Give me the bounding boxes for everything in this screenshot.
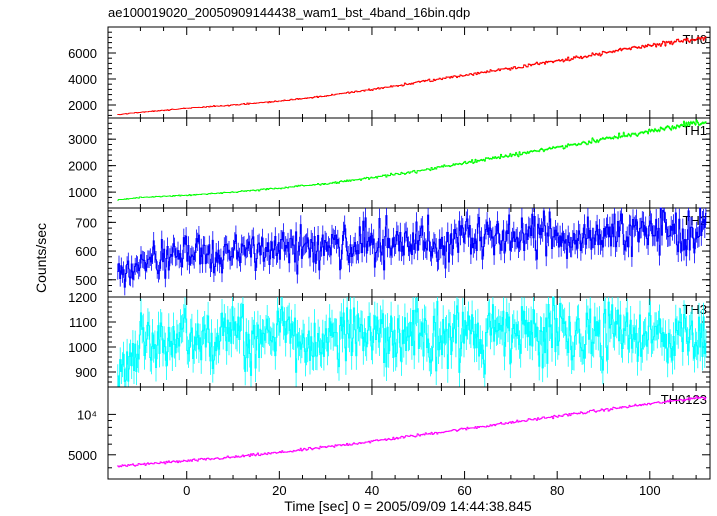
y-tick-label: 10⁴ xyxy=(77,407,97,422)
y-tick-label: 2000 xyxy=(68,98,97,113)
y-tick-label: 4000 xyxy=(68,72,97,87)
series-line-th0123 xyxy=(117,395,707,468)
y-tick-label: 3000 xyxy=(68,132,97,147)
series-line-th1 xyxy=(117,119,707,201)
series-errorbars-th0 xyxy=(117,36,707,115)
y-tick-label: 1000 xyxy=(68,340,97,355)
series-errorbars-th0123 xyxy=(117,395,707,468)
panel-th3: 900 1000 1100 1200 TH3 xyxy=(68,290,711,388)
panel-frame xyxy=(107,26,711,119)
x-tick-label: 0 xyxy=(183,483,190,498)
x-tick-label: 40 xyxy=(365,483,379,498)
y-axis-label: Counts/sec xyxy=(33,223,49,293)
y-tick-label: 900 xyxy=(75,365,97,380)
series-line-th0 xyxy=(117,36,707,116)
panel-frame xyxy=(107,386,711,480)
x-tick-label: 60 xyxy=(457,483,471,498)
y-tick-label: 5000 xyxy=(68,448,97,463)
x-axis-label: Time [sec] 0 = 2005/09/09 14:44:38.845 xyxy=(284,498,532,514)
series-line-th3 xyxy=(117,296,707,388)
x-tick-label: 80 xyxy=(550,483,564,498)
y-tick-label: 500 xyxy=(75,273,97,288)
y-tick-label: 1200 xyxy=(68,290,97,305)
x-tick-label: 20 xyxy=(272,483,286,498)
y-tick-label: 2000 xyxy=(68,159,97,174)
y-tick-label: 6000 xyxy=(68,46,97,61)
y-tick-label: 1100 xyxy=(69,315,97,330)
series-errorbars-th1 xyxy=(117,119,707,201)
panel-th1: 1000 2000 3000 TH1 xyxy=(68,117,711,209)
y-tick-label: 700 xyxy=(75,215,97,230)
y-tick-label: 600 xyxy=(75,244,97,259)
x-tick-label: 100 xyxy=(639,483,661,498)
chart-title: ae100019020_20050909144438_wam1_bst_4ban… xyxy=(108,5,470,20)
panel-label-th1: TH1 xyxy=(682,123,707,138)
series-line-th2 xyxy=(117,207,707,288)
y-tick-label: 1000 xyxy=(68,185,97,200)
panel-label-th3: TH3 xyxy=(682,302,707,317)
